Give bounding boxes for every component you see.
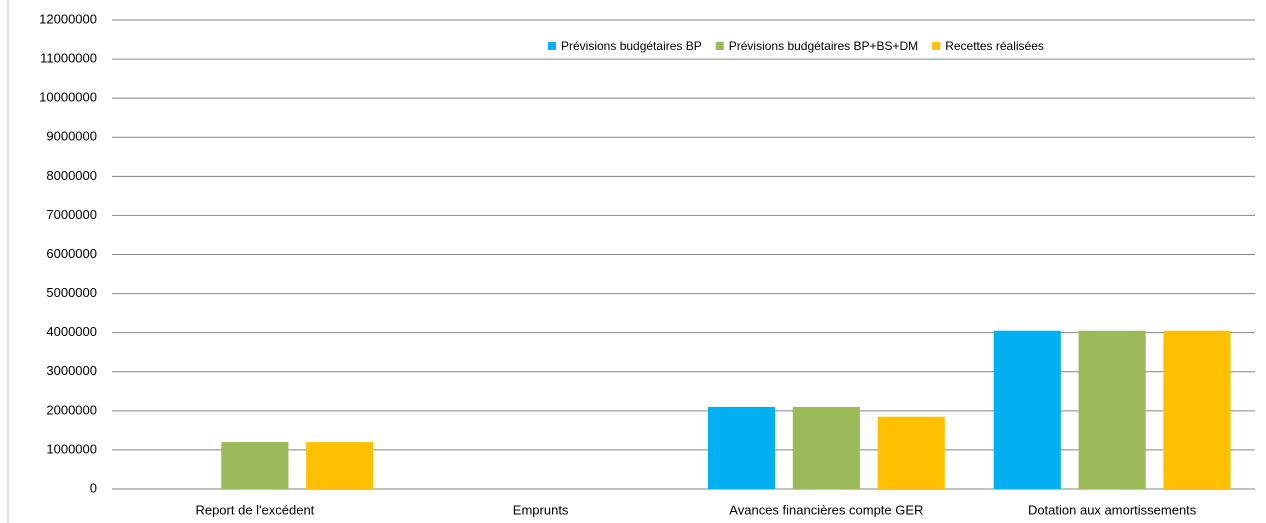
- legend-swatch: [548, 42, 556, 50]
- y-tick-label: 8000000: [46, 168, 97, 183]
- y-tick-label: 7000000: [46, 207, 97, 222]
- legend-label: Recettes réalisées: [945, 39, 1044, 53]
- y-tick-label: 9000000: [46, 129, 97, 144]
- y-tick-label: 5000000: [46, 285, 97, 300]
- bar: [1078, 330, 1146, 489]
- y-tick-label: 10000000: [39, 90, 97, 105]
- y-tick-label: 1000000: [46, 441, 97, 456]
- legend-label: Prévisions budgétaires BP+BS+DM: [729, 39, 918, 53]
- x-tick-label: Emprunts: [513, 502, 569, 517]
- x-tick-label: Dotation aux amortissements: [1028, 502, 1197, 517]
- y-tick-label: 11000000: [40, 51, 97, 66]
- x-tick-label: Avances financières compte GER: [729, 502, 923, 517]
- y-tick-label: 4000000: [46, 324, 97, 339]
- bar: [1163, 330, 1231, 489]
- legend: Prévisions budgétaires BP Prévisions budg…: [548, 39, 1044, 53]
- x-tick-label: Report de l'excédent: [195, 502, 314, 517]
- y-tick-label: 0: [90, 480, 97, 495]
- y-tick-label: 6000000: [46, 246, 97, 261]
- bar: [221, 442, 289, 489]
- bar: [792, 406, 860, 489]
- y-tick-label: 12000000: [39, 11, 97, 26]
- legend-label: Prévisions budgétaires BP: [561, 39, 702, 53]
- bar: [306, 442, 374, 489]
- bar: [707, 406, 776, 489]
- legend-swatch: [715, 42, 724, 50]
- y-tick-label: 3000000: [46, 363, 97, 378]
- y-tick-label: 2000000: [46, 402, 97, 417]
- legend-swatch: [932, 42, 941, 50]
- bar: [877, 416, 945, 489]
- bar: [993, 330, 1061, 489]
